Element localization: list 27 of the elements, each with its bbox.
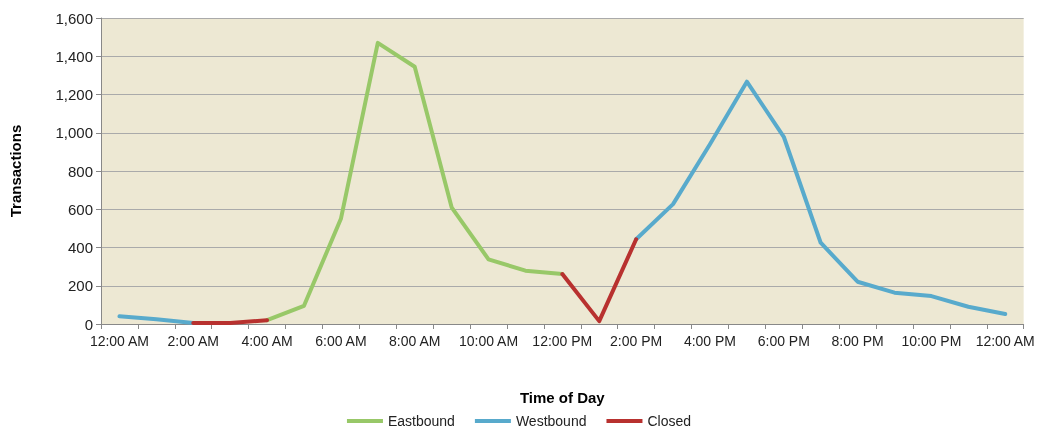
x-tick-label: 4:00 AM — [241, 333, 293, 349]
legend-label: Closed — [647, 413, 692, 429]
y-tick-label: 1,600 — [55, 9, 93, 27]
legend-label: Westbound — [515, 413, 587, 429]
y-tick-label: 1,400 — [55, 47, 93, 65]
x-tick-label: 2:00 PM — [610, 333, 663, 349]
x-tick-label: 8:00 PM — [831, 333, 884, 349]
y-tick-label: 800 — [67, 162, 93, 180]
x-tick-label: 12:00 PM — [532, 333, 593, 349]
y-tick-label: 400 — [67, 239, 93, 256]
x-tick-label: 6:00 PM — [757, 333, 810, 349]
x-tick-label: 12:00 AM — [89, 333, 150, 349]
x-tick-label: 2:00 AM — [167, 333, 219, 349]
legend-label: Eastbound — [387, 413, 455, 429]
x-tick-label: 8:00 AM — [389, 333, 441, 349]
y-tick-label: 1,200 — [55, 86, 93, 103]
x-axis-title: Time of Day — [519, 389, 606, 406]
y-tick-label: 600 — [67, 200, 93, 218]
x-tick-label: 6:00 AM — [315, 333, 367, 349]
y-tick-label: 0 — [84, 315, 93, 333]
y-axis-title: Transactions — [7, 124, 24, 218]
y-tick-label: 200 — [67, 277, 93, 295]
x-tick-label: 10:00 AM — [458, 333, 519, 349]
x-tick-label: 4:00 PM — [683, 333, 737, 349]
x-tick-label: 10:00 PM — [901, 333, 962, 349]
y-tick-label: 1,000 — [55, 124, 93, 142]
x-tick-label: 12:00 AM — [975, 333, 1035, 349]
